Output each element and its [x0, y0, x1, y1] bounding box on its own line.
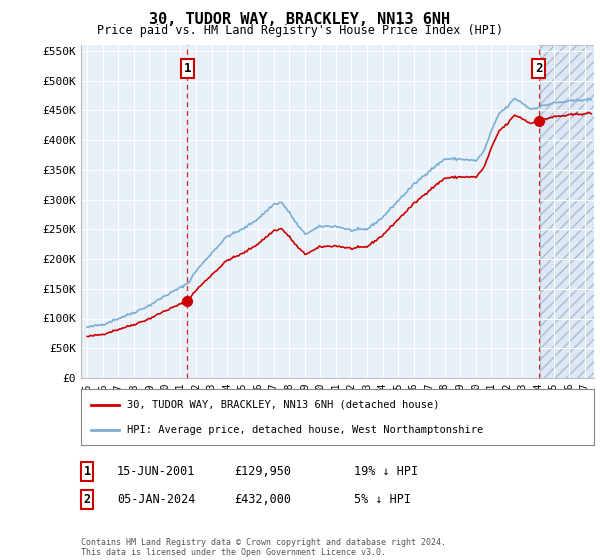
Bar [539, 45, 594, 378]
Text: Price paid vs. HM Land Registry's House Price Index (HPI): Price paid vs. HM Land Registry's House … [97, 24, 503, 36]
Text: 30, TUDOR WAY, BRACKLEY, NN13 6NH: 30, TUDOR WAY, BRACKLEY, NN13 6NH [149, 12, 451, 27]
Text: 30, TUDOR WAY, BRACKLEY, NN13 6NH (detached house): 30, TUDOR WAY, BRACKLEY, NN13 6NH (detac… [127, 400, 440, 410]
Text: 2: 2 [83, 493, 91, 506]
Text: 2: 2 [535, 62, 542, 75]
Text: 1: 1 [184, 62, 191, 75]
Text: Contains HM Land Registry data © Crown copyright and database right 2024.
This d: Contains HM Land Registry data © Crown c… [81, 538, 446, 557]
Text: 5% ↓ HPI: 5% ↓ HPI [354, 493, 411, 506]
Text: 05-JAN-2024: 05-JAN-2024 [117, 493, 196, 506]
Text: 15-JUN-2001: 15-JUN-2001 [117, 465, 196, 478]
Text: £129,950: £129,950 [234, 465, 291, 478]
Text: HPI: Average price, detached house, West Northamptonshire: HPI: Average price, detached house, West… [127, 424, 484, 435]
Text: 19% ↓ HPI: 19% ↓ HPI [354, 465, 418, 478]
Text: 1: 1 [83, 465, 91, 478]
Text: £432,000: £432,000 [234, 493, 291, 506]
